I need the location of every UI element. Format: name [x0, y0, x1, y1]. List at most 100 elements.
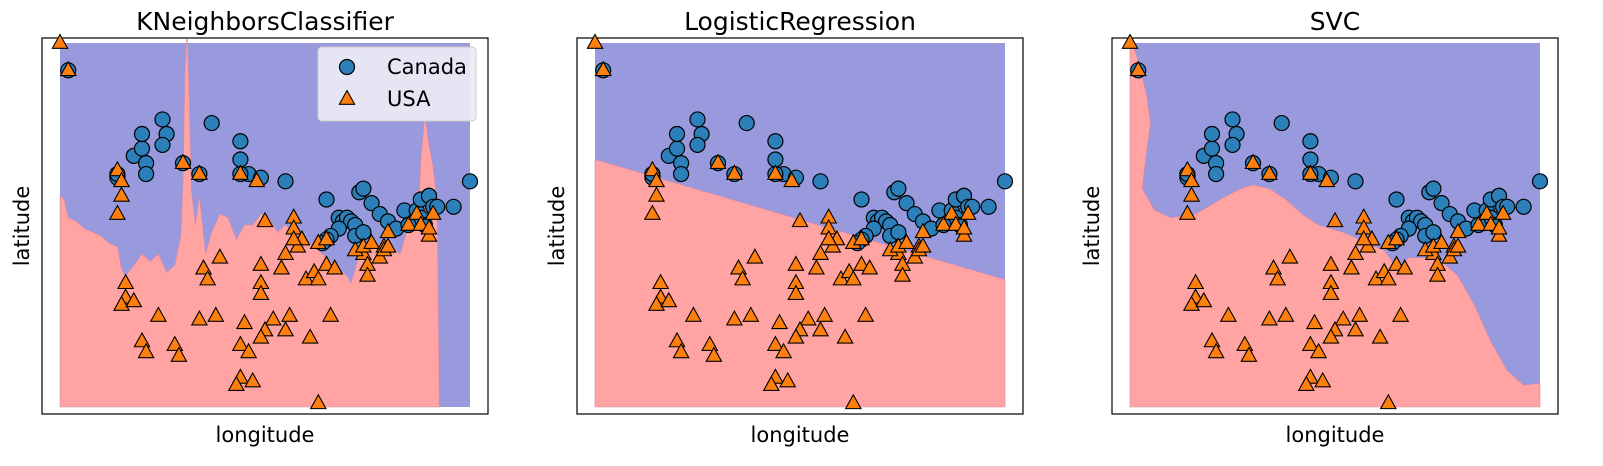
canada-point	[890, 180, 907, 197]
usa-point	[861, 259, 879, 275]
usa-point	[816, 306, 834, 322]
canada-point	[154, 111, 171, 128]
usa-point	[1334, 310, 1352, 326]
usa-point	[272, 259, 290, 275]
usa-point	[235, 313, 254, 330]
usa-point	[309, 269, 327, 286]
usa-point	[1244, 153, 1262, 169]
usa-point	[1351, 306, 1369, 322]
knn-title: KNeighborsClassifier	[136, 7, 394, 36]
usa-point	[955, 219, 973, 235]
canada-point	[668, 140, 686, 157]
usa-point	[276, 244, 295, 260]
canada-point	[277, 173, 294, 190]
canada-point	[318, 191, 335, 208]
usa-point	[1277, 306, 1295, 322]
canada-point	[767, 133, 784, 150]
usa-point	[684, 306, 702, 322]
usa-point	[170, 346, 188, 362]
usa-point	[309, 393, 327, 410]
usa-point	[190, 164, 208, 180]
usa-point	[256, 211, 274, 228]
usa-point	[783, 171, 801, 188]
usa-point	[660, 291, 678, 308]
usa-point	[594, 60, 612, 77]
usa-point	[1326, 211, 1344, 228]
usa-point	[742, 306, 760, 322]
usa-point	[1428, 266, 1447, 282]
usa-point	[326, 259, 344, 275]
legend-canada-label: Canada	[387, 55, 467, 79]
logreg-title: LogisticRegression	[684, 7, 916, 36]
usa-point	[1322, 255, 1340, 271]
usa-point	[174, 153, 192, 169]
usa-point	[1240, 346, 1258, 362]
usa-point	[227, 375, 245, 391]
usa-point	[705, 346, 723, 362]
usa-point	[1310, 342, 1328, 359]
usa-point	[1182, 295, 1201, 311]
usa-point	[1433, 233, 1451, 250]
usa-point	[412, 215, 430, 231]
usa-point	[207, 306, 225, 322]
usa-point	[1305, 313, 1324, 330]
usa-point	[799, 310, 817, 326]
usa-point	[1379, 269, 1397, 286]
usa-point	[787, 328, 805, 344]
usa-point	[112, 295, 131, 311]
canada-point	[1347, 173, 1364, 190]
canada-point	[154, 136, 171, 154]
usa-point	[322, 306, 340, 322]
usa-point	[190, 310, 208, 326]
usa-point	[586, 33, 604, 49]
usa-point	[1182, 186, 1201, 202]
canada-point	[133, 140, 151, 157]
usa-point	[1387, 255, 1406, 271]
usa-point	[836, 328, 854, 344]
usa-point	[317, 255, 336, 271]
knn-xlabel: longitude	[216, 423, 315, 447]
usa-point	[1387, 229, 1406, 246]
usa-point	[252, 255, 270, 271]
usa-point	[762, 375, 780, 391]
usa-point	[709, 153, 727, 169]
usa-point	[248, 171, 266, 188]
canada-point	[138, 165, 155, 183]
usa-point	[820, 229, 838, 246]
usa-point	[672, 342, 690, 359]
usa-point	[240, 342, 258, 359]
logreg-points	[586, 33, 1014, 410]
knn-ylabel: latitude	[10, 186, 34, 267]
usa-point	[420, 219, 438, 235]
usa-point	[1355, 229, 1373, 246]
usa-point	[1482, 215, 1500, 231]
usa-point	[1260, 164, 1278, 180]
canada-point	[1425, 180, 1442, 197]
usa-point	[1301, 335, 1319, 351]
canada-point	[738, 114, 755, 132]
logreg-panel: LogisticRegression longitude latitude	[545, 7, 1024, 447]
canada-point	[363, 195, 380, 212]
usa-point	[844, 393, 862, 410]
usa-point	[898, 233, 916, 250]
usa-point	[1195, 291, 1213, 308]
knn-axes-frame	[41, 37, 489, 415]
usa-point	[1129, 60, 1147, 77]
canada-point	[1207, 165, 1225, 183]
canada-point	[1388, 191, 1405, 208]
usa-point	[852, 229, 871, 246]
canada-point	[355, 180, 372, 197]
usa-point	[779, 371, 797, 388]
usa-point	[1314, 371, 1332, 388]
usa-point	[211, 248, 229, 264]
canada-point	[689, 136, 706, 154]
knn-points	[51, 33, 479, 410]
svc-title: SVC	[1310, 7, 1360, 36]
usa-point	[725, 310, 743, 326]
usa-point	[787, 255, 805, 271]
usa-point	[807, 259, 825, 275]
usa-point	[791, 211, 809, 228]
legend: Canada USA	[317, 46, 477, 122]
usa-point	[424, 204, 442, 220]
usa-point	[108, 204, 126, 220]
